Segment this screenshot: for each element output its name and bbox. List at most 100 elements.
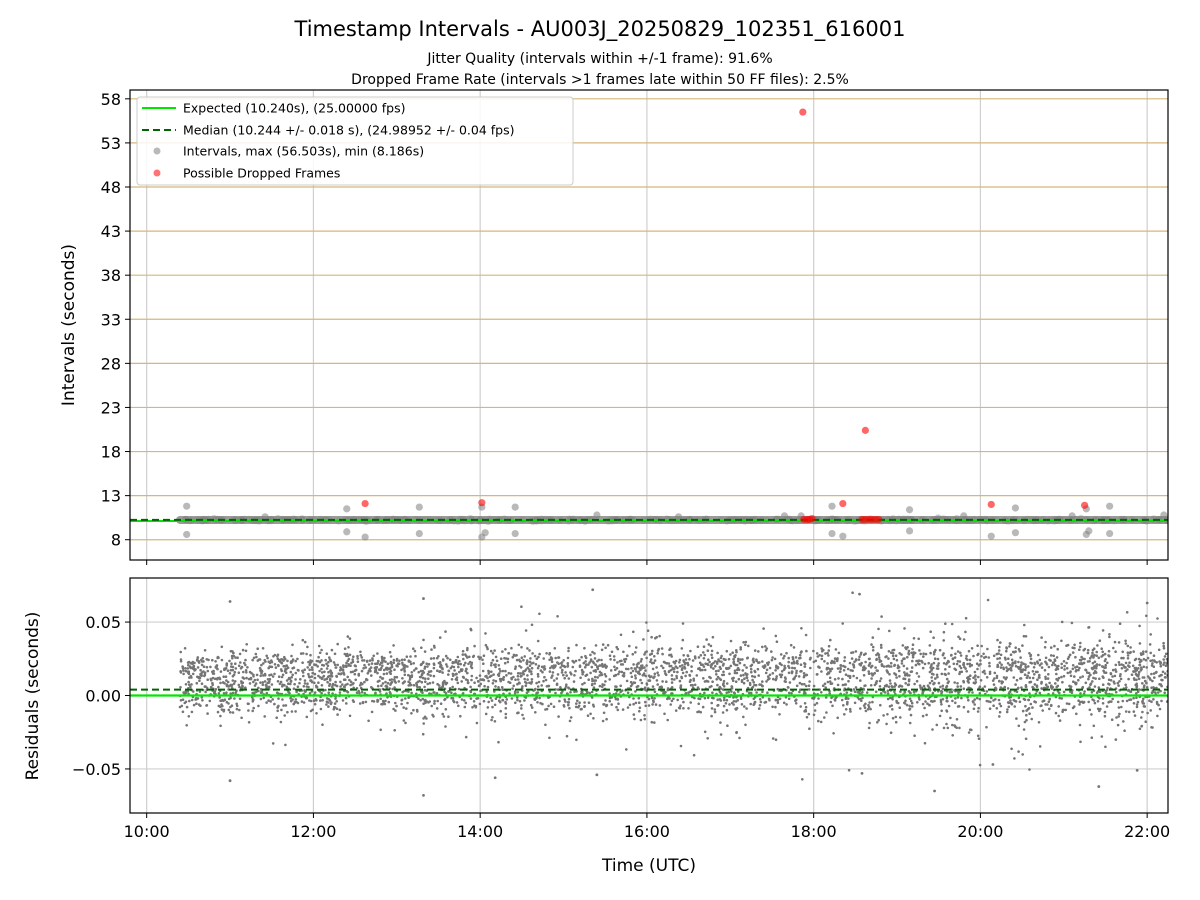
residual-point [1031, 706, 1034, 709]
residual-point [264, 660, 267, 663]
residual-point [401, 681, 405, 685]
residual-point [270, 665, 274, 669]
residual-point [355, 691, 359, 694]
residual-point [186, 667, 190, 670]
residual-point [299, 652, 303, 655]
residual-point [602, 711, 606, 715]
residual-point [1124, 666, 1127, 669]
residual-point [880, 646, 883, 649]
residual-point [464, 701, 468, 705]
residual-point [412, 708, 415, 712]
residual-point [552, 679, 556, 682]
residual-point [733, 654, 736, 658]
residual-point [1126, 654, 1130, 657]
residual-point [327, 675, 330, 678]
residual-point [1128, 665, 1131, 668]
residual-point [326, 664, 330, 668]
residual-point [552, 705, 556, 708]
residual-point [505, 657, 508, 660]
residual-point [992, 704, 995, 707]
residual-point [306, 645, 309, 649]
residual-point [1138, 663, 1142, 667]
residual-point [1043, 668, 1047, 672]
residual-point [775, 675, 778, 678]
residual-point [749, 667, 753, 671]
residual-point [295, 690, 298, 694]
residual-point [536, 672, 540, 676]
residual-point [1145, 686, 1149, 689]
intervals-y-tick-label: 33 [101, 310, 121, 329]
residual-point [879, 659, 883, 663]
residual-point [578, 665, 582, 668]
residual-point [594, 663, 597, 666]
residual-point [642, 638, 645, 641]
residual-point [678, 706, 682, 710]
residual-point [585, 663, 588, 666]
residual-point [683, 667, 687, 670]
residual-point [1093, 685, 1097, 688]
residual-point [562, 673, 565, 677]
residual-point [182, 669, 185, 672]
residual-point [879, 643, 883, 647]
residual-point [859, 707, 862, 710]
residual-point [921, 714, 925, 718]
residual-point [975, 696, 979, 700]
residual-point [534, 711, 537, 714]
residual-point [362, 667, 365, 670]
residual-point [1020, 670, 1024, 673]
residual-point [392, 644, 395, 647]
residual-point [550, 658, 553, 661]
residual-point [792, 646, 796, 649]
residual-point [889, 661, 893, 665]
residual-point [867, 664, 871, 667]
residual-point [1120, 656, 1123, 660]
residual-point [693, 655, 697, 658]
residual-point [597, 658, 601, 662]
residual-point [400, 658, 404, 662]
residual-point [702, 657, 706, 660]
residual-point [432, 674, 436, 678]
residual-point [523, 655, 526, 658]
residual-point [464, 661, 467, 665]
residual-point [516, 672, 520, 675]
residual-point [219, 670, 223, 673]
residual-point [1078, 645, 1082, 649]
residual-point [966, 662, 969, 666]
residual-point [1146, 656, 1150, 660]
residual-point [1060, 662, 1063, 666]
residual-point [381, 677, 385, 680]
residual-point [277, 697, 280, 700]
residual-point [661, 666, 665, 670]
residual-point [522, 717, 525, 720]
residual-point [384, 699, 387, 703]
residual-point [270, 683, 274, 686]
residual-point [1069, 685, 1073, 688]
residual-point [303, 679, 307, 682]
residual-point [1127, 710, 1131, 714]
residual-point [867, 672, 871, 675]
residual-point [891, 685, 894, 689]
residual-point [1014, 683, 1017, 686]
residual-point [513, 692, 517, 695]
residual-point [944, 673, 947, 676]
residual-point [998, 661, 1002, 664]
residual-point [294, 678, 297, 681]
residual-point [366, 672, 370, 675]
residual-point [910, 651, 913, 655]
residual-point [1154, 691, 1157, 694]
residual-point [529, 703, 533, 707]
residual-point [1091, 698, 1094, 701]
residual-point [363, 692, 367, 695]
residual-point [996, 665, 999, 669]
residual-point [184, 690, 187, 693]
residual-point [402, 719, 406, 722]
residual-point [1000, 663, 1003, 666]
residual-point [691, 659, 695, 662]
residual-point [722, 662, 725, 666]
residual-point [1128, 698, 1131, 702]
residual-point [470, 674, 474, 678]
residual-point [565, 734, 569, 738]
residual-point [216, 710, 220, 714]
residual-point [311, 668, 314, 671]
residual-point [1047, 700, 1051, 704]
